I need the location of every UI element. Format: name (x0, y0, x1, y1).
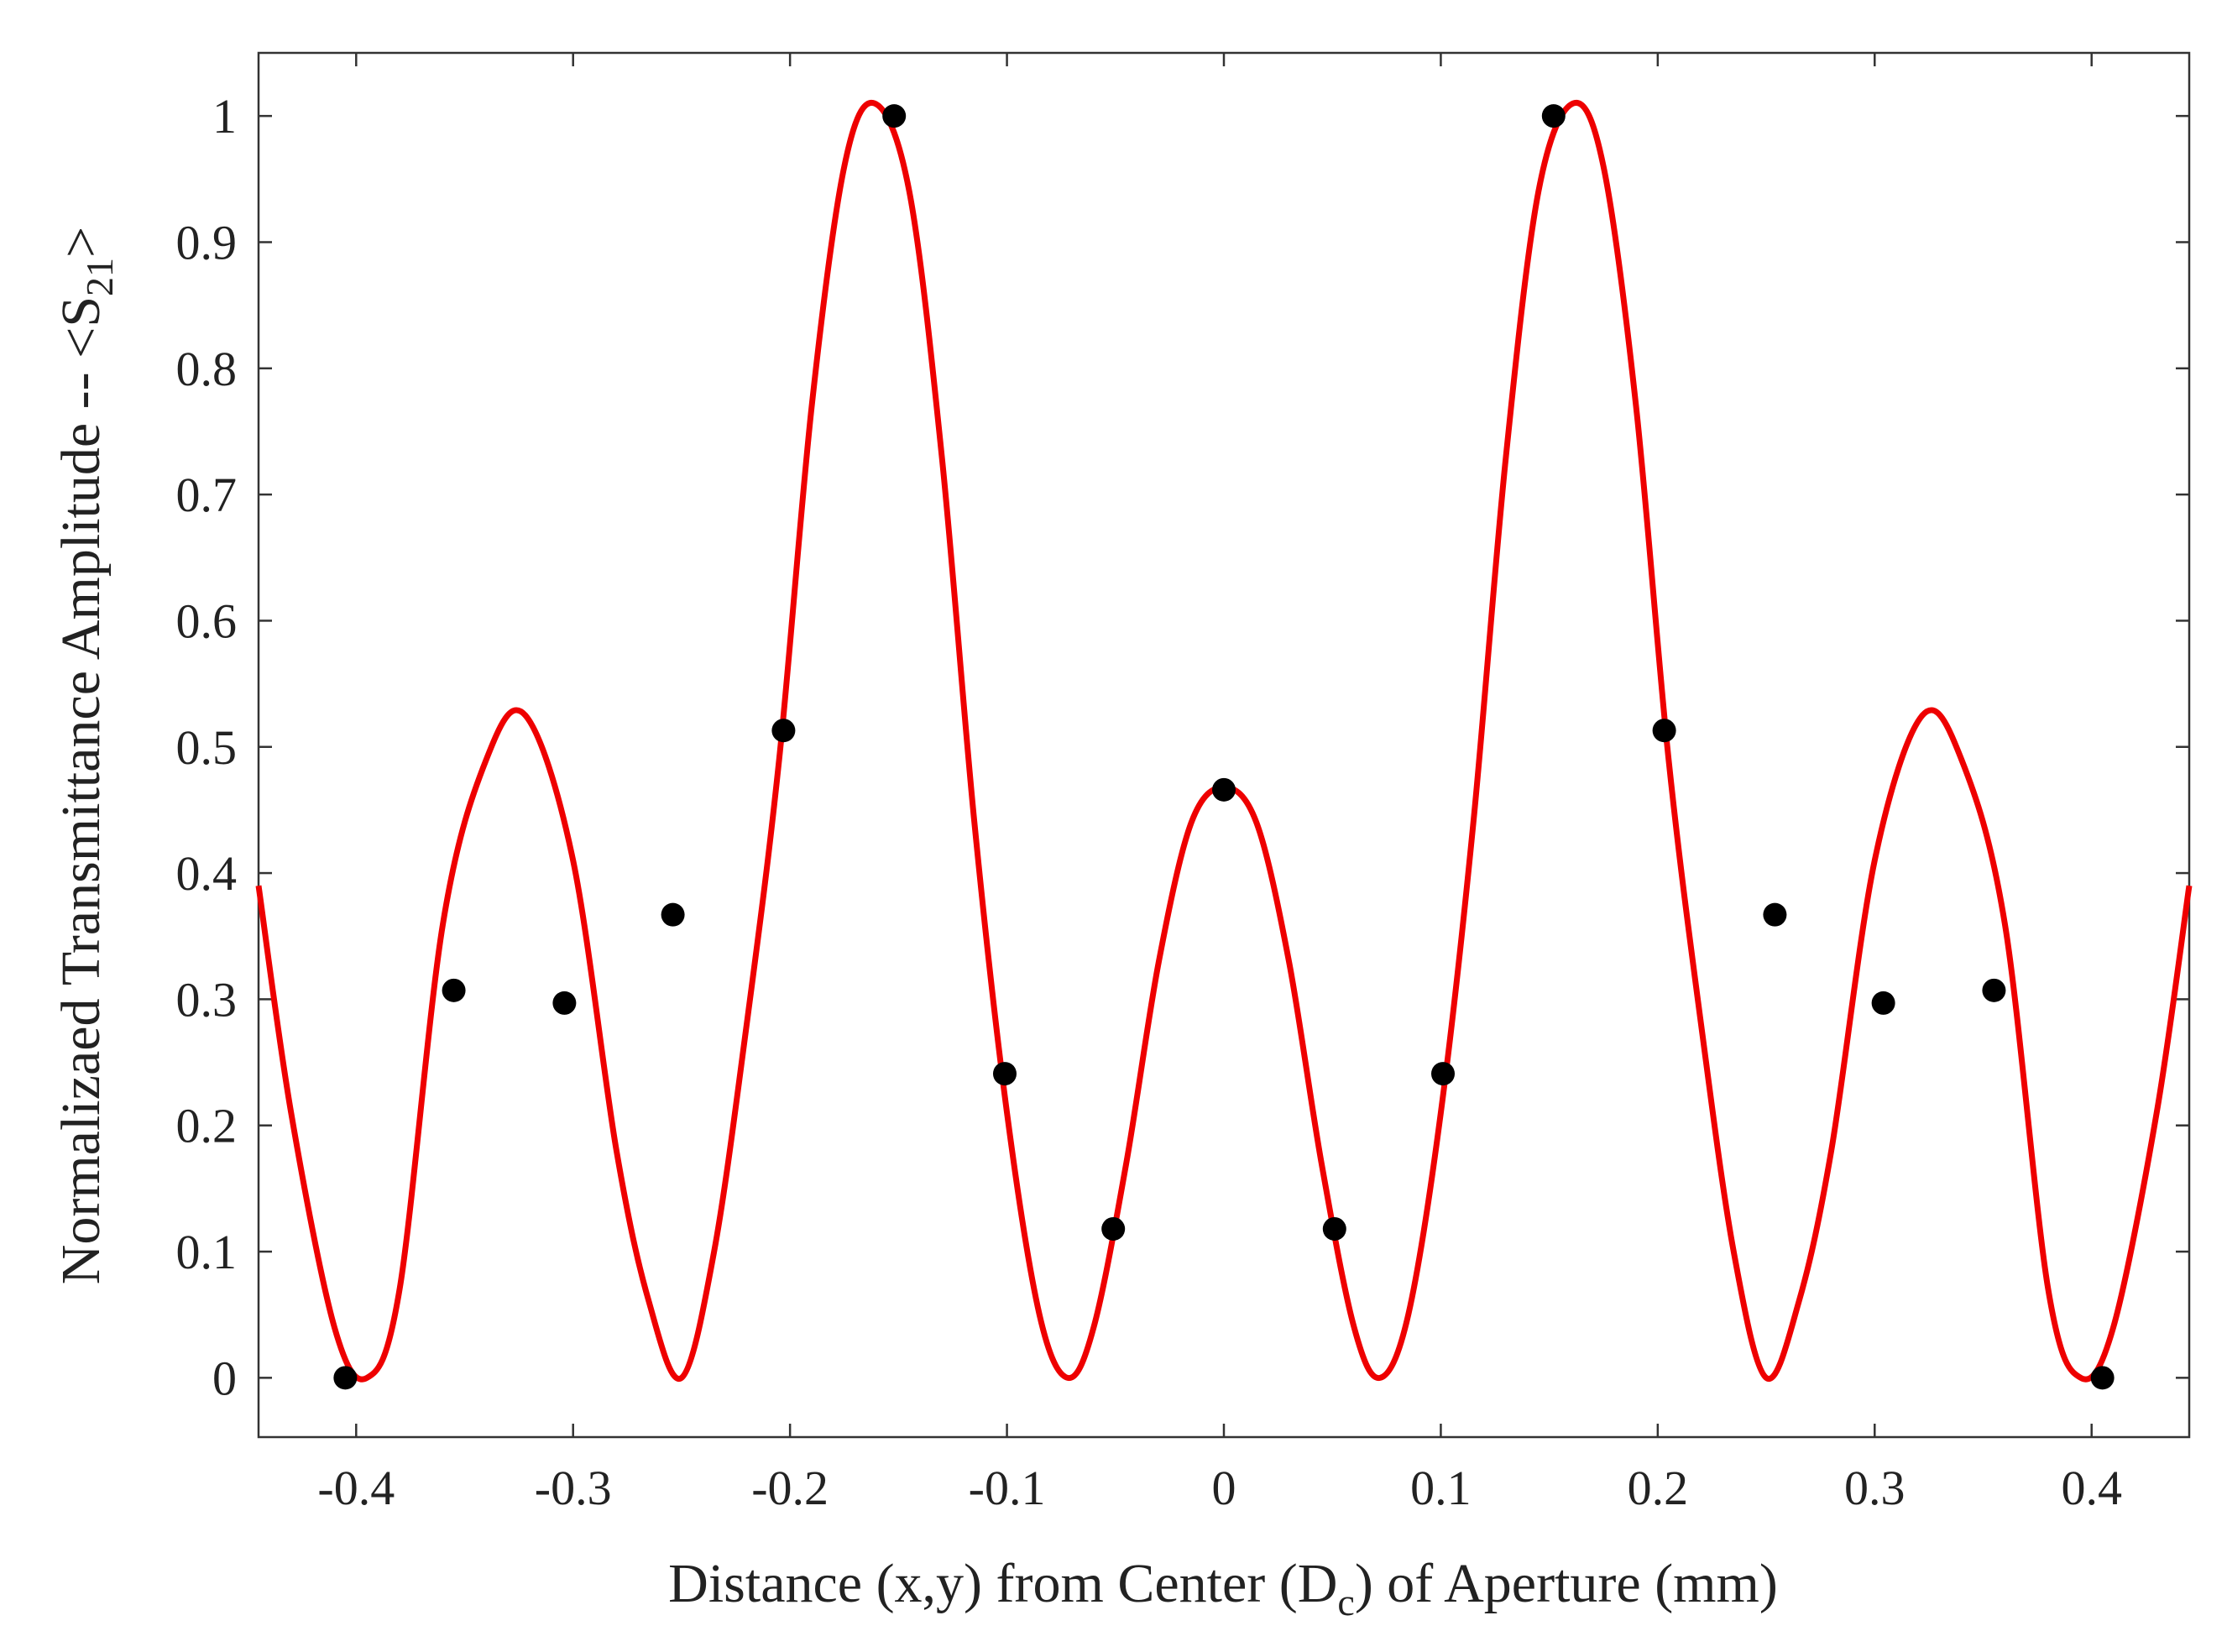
data-point (661, 902, 685, 927)
y-tick-label: 0.3 (176, 972, 238, 1027)
y-tick-label: 0.7 (176, 468, 238, 522)
x-tick-label: -0.4 (317, 1461, 395, 1515)
y-tick-label: 0.9 (176, 215, 238, 269)
data-point (552, 991, 577, 1015)
x-axis-label: Distance (x,y) from Center (Dc) of Apert… (668, 1553, 1778, 1623)
fit-curve (255, 99, 2193, 1383)
y-tick-label: 1 (212, 89, 237, 144)
data-point (1541, 104, 1566, 128)
y-tick-label: 0 (212, 1351, 237, 1405)
x-tick-label: -0.2 (751, 1461, 829, 1515)
plot-frame (257, 51, 2191, 1439)
data-point (1322, 1216, 1346, 1241)
data-point (1763, 902, 1787, 927)
x-tick-label: -0.3 (535, 1461, 612, 1515)
y-tick-label: 0.1 (176, 1225, 238, 1279)
fit-curve-layer (255, 99, 2193, 1383)
y-tick-label: 0.6 (176, 593, 238, 648)
data-point (1101, 1216, 1126, 1241)
data-point (1652, 719, 1676, 743)
tick-labels: -0.4 -0.3 -0.2 -0.1 0 0.1 0.2 0.3 0.4 0 0.1 0.2 0.3 0… (176, 89, 2122, 1515)
data-point (1212, 777, 1236, 802)
x-tick-label: 0.3 (1844, 1461, 1905, 1515)
y-tick-label: 0.8 (176, 342, 238, 396)
x-tick-label: 0.2 (1628, 1461, 1689, 1515)
data-point (333, 1366, 358, 1390)
axes (257, 51, 2191, 1439)
data-point (442, 978, 466, 1002)
x-tick-label: 0.4 (2061, 1461, 2122, 1515)
data-point (1431, 1062, 1456, 1086)
y-tick-label: 0.5 (176, 720, 238, 775)
y-tick-label: 0.2 (176, 1099, 238, 1153)
y-tick-label: 0.4 (176, 846, 238, 901)
data-point (882, 104, 907, 128)
y-axis-label: Normalizaed Transmittance Amplitude -- <… (50, 227, 121, 1285)
x-tick-label: 0 (1212, 1461, 1236, 1515)
data-points-layer (333, 104, 2115, 1390)
data-point (1871, 991, 1895, 1015)
data-point (1982, 978, 2006, 1002)
data-point (771, 719, 796, 743)
x-tick-label: -0.1 (969, 1461, 1046, 1515)
data-point (2090, 1366, 2115, 1390)
x-tick-label: 0.1 (1410, 1461, 1472, 1515)
data-point (992, 1062, 1017, 1086)
